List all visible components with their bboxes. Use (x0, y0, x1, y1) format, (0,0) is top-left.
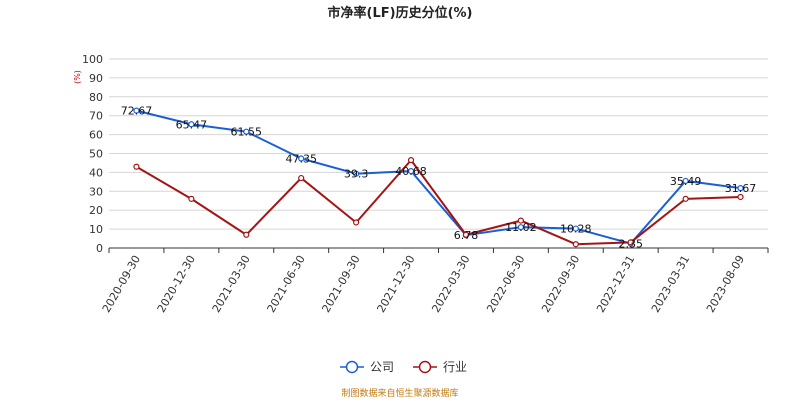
legend-item-industry[interactable]: 行业 (413, 360, 467, 374)
data-label: 61.55 (231, 126, 263, 139)
legend-item-company[interactable]: 公司 (340, 360, 394, 374)
data-label: 35.49 (670, 175, 702, 188)
data-point[interactable] (462, 231, 470, 238)
data-point[interactable] (298, 155, 305, 162)
x-tick-label: 2023-08-09 (704, 253, 747, 315)
data-point[interactable] (407, 168, 415, 175)
data-point[interactable] (298, 174, 305, 182)
y-tick-label: 20 (89, 204, 103, 217)
data-label: 40.68 (395, 165, 427, 178)
y-tick-label: 40 (89, 166, 103, 179)
x-axis-ticks: 2020-09-30 2020-12-30 2021-03-30 2021-06-30… (100, 253, 747, 315)
series-layer (133, 107, 744, 248)
data-point[interactable] (243, 128, 250, 135)
data-label: 31.67 (725, 182, 757, 195)
x-tick-label: 2023-03-31 (649, 253, 692, 315)
y-tick-label: 90 (89, 72, 103, 85)
data-label: 39.3 (344, 168, 369, 181)
gridlines (109, 58, 768, 249)
x-axis (108, 247, 769, 253)
y-tick-label: 10 (89, 223, 103, 236)
data-point[interactable] (188, 195, 195, 202)
y-tick-label: 80 (89, 91, 103, 104)
chart-title: 市净率(LF)历史分位(%) (328, 5, 473, 21)
x-tick-label: 2020-09-30 (100, 253, 143, 315)
y-tick-label: 70 (89, 110, 103, 123)
data-point[interactable] (353, 219, 360, 226)
data-label: 6.78 (454, 229, 479, 242)
x-tick-label: 2022-06-30 (484, 253, 527, 315)
data-point[interactable] (627, 239, 634, 246)
data-point[interactable] (572, 225, 579, 232)
y-tick-label: 0 (96, 242, 103, 255)
data-label: 47.35 (285, 153, 317, 166)
series-industry (133, 157, 744, 248)
series-line (136, 109, 741, 245)
x-tick-label: 2021-09-30 (319, 253, 362, 315)
y-tick-label: 60 (89, 129, 103, 142)
x-tick-label: 2021-06-30 (265, 253, 308, 315)
x-tick-label: 2022-03-30 (429, 253, 472, 315)
y-tick-label: 100 (82, 53, 103, 66)
data-point[interactable] (737, 185, 744, 192)
legend-label-industry: 行业 (443, 360, 467, 374)
data-labels: 72.67 65.47 61.55 47.35 39.3 40.68 6.78 11.02 10… (121, 105, 757, 251)
legend-marker-industry (418, 360, 432, 374)
data-label: 11.02 (505, 221, 537, 234)
data-point[interactable] (517, 224, 524, 231)
data-point[interactable] (682, 177, 689, 185)
y-axis-ticks: 0 10 20 30 40 50 60 70 80 90 100 (82, 53, 103, 255)
data-label: 72.67 (121, 105, 153, 118)
data-label: 10.28 (560, 223, 592, 236)
y-tick-label: 30 (89, 185, 103, 198)
legend[interactable]: 公司 行业 (340, 360, 467, 374)
x-tick-label: 2022-12-31 (594, 253, 637, 315)
series-line (135, 159, 741, 246)
data-point[interactable] (353, 170, 360, 177)
x-tick-label: 2022-09-30 (539, 253, 582, 315)
data-point[interactable] (737, 193, 744, 201)
y-tick-label: 50 (89, 148, 103, 161)
x-tick-label: 2021-03-30 (210, 253, 253, 315)
x-tick-label: 2021-12-30 (374, 253, 417, 315)
y-axis-unit: (%) (73, 70, 82, 84)
legend-label-company: 公司 (370, 360, 394, 374)
data-label: 65.47 (176, 118, 208, 131)
data-label: 2.35 (618, 238, 643, 251)
data-point[interactable] (572, 241, 579, 248)
data-point[interactable] (517, 217, 524, 224)
source-note: 制图数据来自恒生聚源数据库 (341, 387, 458, 399)
data-point[interactable] (188, 121, 195, 128)
legend-marker-company (345, 360, 359, 374)
data-point[interactable] (243, 231, 250, 238)
data-point[interactable] (133, 107, 140, 114)
x-tick-label: 2020-12-30 (155, 253, 198, 315)
data-point[interactable] (133, 163, 140, 170)
data-point[interactable] (682, 195, 689, 202)
data-point[interactable] (407, 157, 415, 164)
